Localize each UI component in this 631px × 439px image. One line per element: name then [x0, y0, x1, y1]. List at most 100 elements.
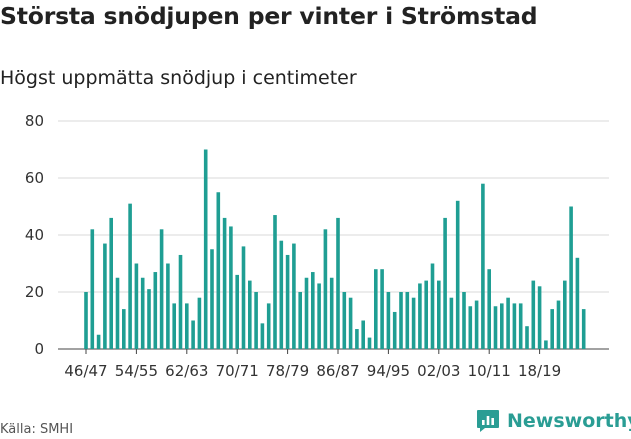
- bar: [525, 326, 529, 349]
- bar: [128, 203, 132, 349]
- bar: [437, 280, 441, 349]
- bar: [191, 320, 195, 349]
- bar: [569, 206, 573, 349]
- bar: [134, 263, 139, 349]
- bar: [556, 300, 561, 349]
- bar: [518, 303, 523, 349]
- x-tick-label: 46/47: [64, 362, 107, 380]
- bar: [506, 297, 510, 349]
- bar: [241, 246, 246, 349]
- bar: [361, 320, 365, 349]
- y-tick-label: 80: [25, 112, 44, 130]
- bar: [248, 280, 252, 349]
- bar: [140, 277, 145, 349]
- bar: [185, 303, 189, 349]
- bar: [266, 303, 271, 349]
- brand-name: Newsworthy: [507, 410, 631, 432]
- bar: [222, 217, 227, 349]
- bar: [336, 217, 340, 349]
- bar: [443, 217, 447, 349]
- bar: [96, 334, 101, 349]
- y-tick-label: 40: [25, 226, 44, 244]
- bar: [462, 292, 466, 349]
- y-tick-label: 0: [34, 340, 44, 358]
- bar: [418, 283, 422, 349]
- bar: [386, 292, 391, 349]
- bar: [298, 292, 302, 349]
- bar: [216, 192, 221, 349]
- bar: [399, 292, 403, 349]
- bar: [122, 309, 126, 349]
- x-tick-label: 94/95: [367, 362, 410, 380]
- bar: [329, 277, 334, 349]
- bar: [544, 340, 548, 349]
- bar: [405, 292, 410, 349]
- chart-subtitle: Högst uppmätta snödjup i centimeter: [0, 67, 357, 89]
- y-tick-label: 20: [25, 283, 44, 301]
- bar: [172, 303, 176, 349]
- bar: [273, 215, 277, 349]
- bar: [109, 217, 113, 349]
- bar: [392, 311, 397, 349]
- bar: [474, 300, 479, 349]
- x-tick-label: 78/79: [266, 362, 309, 380]
- bar: [512, 303, 517, 349]
- bar: [563, 280, 567, 349]
- bar: [285, 254, 290, 349]
- bar: [90, 229, 95, 349]
- x-tick-label: 10/11: [468, 362, 511, 380]
- bar: [367, 337, 372, 349]
- bar: [311, 272, 315, 349]
- x-tick-label: 02/03: [417, 362, 460, 380]
- bar: [550, 309, 554, 349]
- bar: [235, 274, 239, 349]
- bar: [197, 297, 202, 349]
- y-tick-label: 60: [25, 169, 44, 187]
- bar: [229, 226, 233, 349]
- bar: [374, 269, 378, 349]
- bar: [487, 269, 491, 349]
- bar: [292, 243, 296, 349]
- bar: [537, 286, 542, 349]
- bar: [455, 200, 460, 349]
- bar: [317, 283, 321, 349]
- bar: [147, 289, 151, 349]
- bar: [449, 297, 454, 349]
- bar: [260, 323, 265, 349]
- bar: [203, 149, 208, 349]
- newsworthy-logo: Newsworthy: [476, 409, 631, 433]
- x-tick-label: 62/63: [165, 362, 208, 380]
- bar: [323, 229, 328, 349]
- x-tick-label: 18/19: [518, 362, 561, 380]
- chart-bubble-icon: [477, 410, 499, 432]
- bar: [84, 292, 88, 349]
- bar-chart: 0 20 40 60 80 46/47 54/55 62/63 70/71 78/79 86/87 9…: [25, 112, 609, 380]
- bar: [166, 263, 170, 349]
- bar: [581, 309, 586, 349]
- bar: [153, 272, 158, 349]
- bar: [355, 329, 359, 349]
- bar: [430, 263, 435, 349]
- x-tick-label: 54/55: [115, 362, 158, 380]
- source-note: Källa: SMHI: [0, 422, 74, 437]
- bar: [481, 183, 485, 349]
- bar: [342, 292, 347, 349]
- bar: [304, 277, 309, 349]
- bar: [411, 297, 416, 349]
- bar: [424, 280, 428, 349]
- bar: [380, 269, 384, 349]
- bar: [493, 306, 498, 349]
- bar: [103, 243, 107, 349]
- bar: [279, 240, 284, 349]
- bar: [178, 254, 183, 349]
- bar: [210, 249, 214, 349]
- bar: [254, 292, 258, 349]
- bar: [115, 277, 120, 349]
- bar: [575, 257, 580, 349]
- bar: [500, 303, 504, 349]
- x-tick-label: 70/71: [216, 362, 259, 380]
- bar: [468, 306, 473, 349]
- bar: [531, 280, 536, 349]
- bar: [159, 229, 164, 349]
- chart-title: Största snödjupen per vinter i Strömstad: [0, 2, 538, 30]
